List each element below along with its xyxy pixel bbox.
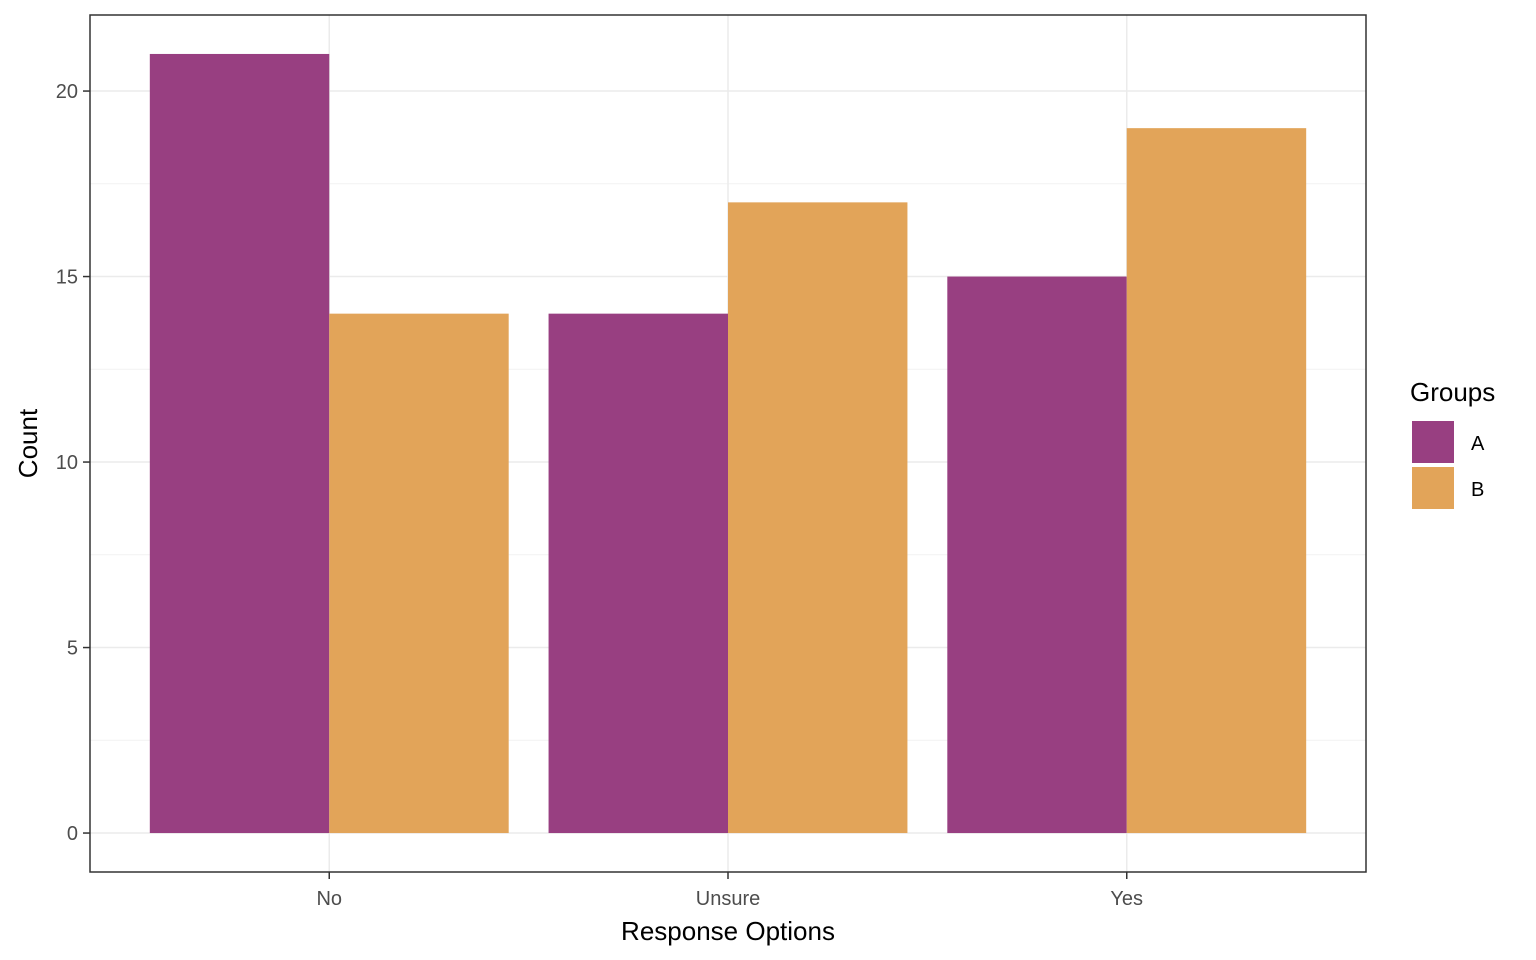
x-tick-label: Yes [1110,888,1143,910]
legend-key-A [1412,421,1454,463]
x-axis-ticks: No Unsure Yes [316,872,1143,910]
bar-A-yes [947,276,1127,834]
legend-items: AB [1412,421,1485,509]
bar-A-no [149,53,330,834]
bars-group [149,53,1307,834]
bar-B-no [329,313,509,834]
x-axis-title: Response Options [621,916,835,946]
legend-label-B: B [1471,479,1484,501]
y-axis-ticks: 0 5 10 15 20 [56,81,90,845]
legend-key-B [1412,467,1454,509]
y-tick-label: 10 [56,452,78,474]
bar-B-yes [1126,128,1307,834]
legend-title: Groups [1410,377,1495,407]
legend-label-A: A [1471,433,1485,455]
y-axis-title: Count [13,408,43,478]
y-tick-label: 20 [56,81,78,103]
y-tick-label: 5 [67,638,78,660]
bar-A-unsure [548,313,728,834]
y-tick-label: 0 [67,823,78,845]
bar-B-unsure [728,202,908,834]
x-tick-label: Unsure [696,888,760,910]
legend: Groups AB [1410,377,1495,509]
x-tick-label: No [316,888,342,910]
y-tick-label: 15 [56,267,78,289]
